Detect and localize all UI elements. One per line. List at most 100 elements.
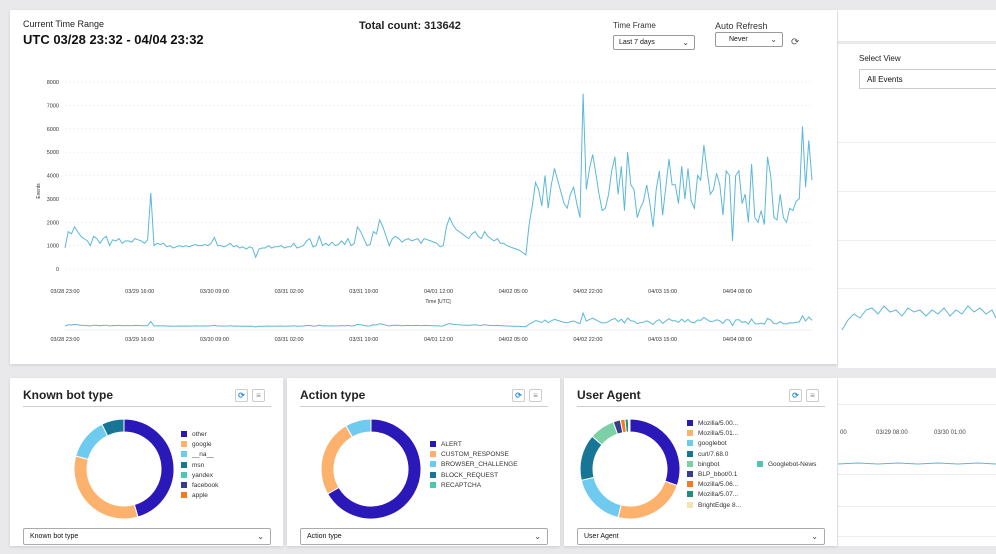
overview-x-tick-label: 03/29 16:00 — [125, 337, 154, 343]
events-series-line — [64, 93, 813, 259]
select-view-label: Select View — [859, 54, 901, 63]
legend-label: Mozilla/5.01... — [698, 430, 739, 438]
legend-label: apple — [192, 492, 208, 500]
x-tick-label: 03/29 16:00 — [125, 289, 154, 295]
donut-slice-browser-challenge[interactable] — [345, 418, 372, 438]
overview-x-tick-label: 03/31 02:00 — [275, 337, 304, 343]
auto-refresh-select[interactable]: Never ⌄ — [715, 32, 783, 47]
background-flat-line — [838, 462, 996, 465]
donut-slice-na[interactable] — [75, 423, 109, 460]
known-bot-type-select[interactable]: Known bot type ⌄ — [23, 528, 271, 545]
background-line-chart — [841, 305, 996, 331]
y-tick-label: 6000 — [47, 127, 59, 133]
donut-slice-alert[interactable] — [326, 418, 422, 520]
legend-item[interactable]: BrightEdge 8... — [687, 501, 741, 511]
list-icon[interactable]: ≡ — [252, 389, 265, 402]
user-agent-donut — [579, 418, 681, 520]
legend-label: google — [192, 441, 212, 449]
legend-item[interactable]: Mozilla/5.06... — [687, 480, 741, 490]
legend-swatch — [181, 461, 187, 468]
x-tick-label: 03/31 02:00 — [275, 289, 304, 295]
legend-swatch — [430, 461, 436, 468]
legend-item[interactable]: BROWSER_CHALLENGE — [430, 460, 518, 470]
donut-slice-googlebot[interactable] — [580, 476, 622, 519]
refresh-icon[interactable]: ⟳ — [791, 37, 800, 48]
current-time-range-label: Current Time Range — [23, 19, 105, 29]
divider — [300, 406, 548, 407]
legend-item[interactable]: apple — [181, 491, 218, 501]
user-agent-card: User Agent ⟳ ≡ Mozilla/5.00... Mozilla/5.… — [564, 378, 837, 546]
legend-label: RECAPTCHA — [441, 481, 482, 489]
select-view-dropdown[interactable]: All Events — [859, 69, 996, 89]
legend-label: Mozilla/5.00... — [698, 420, 739, 427]
legend-label: googlebot — [698, 440, 727, 448]
legend-item[interactable]: yandex — [181, 471, 218, 481]
legend-item[interactable]: Mozilla/5.01... — [687, 429, 741, 439]
action-type-card: Action type ⟳ ≡ ALERT CUSTOM_RESPONSE BROW… — [287, 378, 560, 546]
user-agent-legend-extra: Googlebot-News — [757, 460, 816, 470]
events-line-chart: 0 1000 2000 3000 4000 5000 6000 7000 8000 03/28 … — [36, 80, 813, 343]
legend-item[interactable]: curl/7.68.0 — [687, 450, 741, 460]
background-side-panel — [838, 44, 996, 368]
donut-slice-mozilla-5-00[interactable] — [629, 418, 681, 487]
legend-label: Mozilla/5.07... — [698, 491, 739, 499]
overview-x-tick-label: 04/02 22:00 — [573, 337, 602, 343]
donut-slice-mozilla-5-01[interactable] — [617, 480, 678, 520]
action-type-select[interactable]: Action type ⌄ — [300, 528, 548, 545]
divider — [577, 406, 825, 407]
legend-swatch — [430, 471, 436, 478]
legend-swatch — [687, 440, 693, 447]
legend-item[interactable]: CUSTOM_RESPONSE — [430, 450, 518, 460]
legend-item[interactable]: msn — [181, 461, 218, 471]
legend-item[interactable]: RECAPTCHA — [430, 481, 518, 491]
legend-label: Googlebot-News — [768, 461, 817, 468]
current-time-range-value: UTC 03/28 23:32 - 04/04 23:32 — [23, 32, 204, 47]
user-agent-select[interactable]: User Agent ⌄ — [577, 528, 825, 545]
x-tick-label: 04/02 22:00 — [573, 289, 602, 295]
y-tick-label: 0 — [56, 267, 59, 273]
donut-slice-curl-7-68-0[interactable] — [579, 435, 603, 481]
legend-item[interactable]: facebook — [181, 481, 218, 491]
donut-slice-custom-response[interactable] — [320, 425, 354, 495]
legend-label: BROWSER_CHALLENGE — [441, 461, 518, 469]
y-tick-label: 1000 — [47, 244, 59, 250]
background-tick: 03/29 08:00 — [876, 430, 908, 436]
legend-label: BLOCK_REQUEST — [441, 471, 499, 479]
x-tick-label: 04/04 08:00 — [723, 289, 752, 295]
select-value: User Agent — [584, 533, 619, 540]
legend-item[interactable]: Mozilla/5.00... — [687, 419, 741, 429]
legend-item[interactable]: google — [181, 440, 218, 450]
auto-refresh-label: Auto Refresh — [715, 21, 768, 31]
legend-item[interactable]: __na__ — [181, 450, 218, 460]
legend-item[interactable]: BLP_bbot/0.1 — [687, 470, 741, 480]
background-lower-panel — [838, 378, 996, 546]
legend-item[interactable]: Googlebot-News — [757, 460, 816, 470]
background-top-panel — [838, 10, 996, 41]
chevron-down-icon: ⌄ — [770, 35, 777, 44]
legend-item[interactable]: Mozilla/5.07... — [687, 490, 741, 500]
legend-item[interactable]: googlebot — [687, 439, 741, 449]
x-tick-label: 03/31 19:00 — [349, 289, 378, 295]
legend-item[interactable]: bingbot — [687, 460, 741, 470]
legend-item[interactable]: other — [181, 430, 218, 440]
legend-swatch — [687, 481, 693, 488]
list-icon[interactable]: ≡ — [806, 389, 819, 402]
list-icon[interactable]: ≡ — [529, 389, 542, 402]
x-tick-label: 03/30 09:00 — [200, 289, 229, 295]
reload-icon[interactable]: ⟳ — [235, 389, 248, 402]
reload-icon[interactable]: ⟳ — [789, 389, 802, 402]
legend-swatch — [687, 491, 693, 498]
overview-x-tick-label: 03/31 19:00 — [349, 337, 378, 343]
events-overview-line[interactable] — [64, 311, 813, 328]
legend-swatch — [181, 431, 187, 437]
donut-slice-brightedge-8[interactable] — [627, 418, 631, 433]
donut-slice-other[interactable] — [123, 418, 175, 518]
legend-item[interactable]: BLOCK_REQUEST — [430, 471, 518, 481]
reload-icon[interactable]: ⟳ — [512, 389, 525, 402]
y-tick-label: 5000 — [47, 150, 59, 156]
legend-item[interactable]: ALERT — [430, 440, 518, 450]
donut-slice-google[interactable] — [73, 455, 139, 520]
time-frame-select[interactable]: Last 7 days ⌄ — [613, 35, 695, 50]
overview-x-tick-label: 04/03 15:00 — [648, 337, 677, 343]
donut-slice-msn[interactable] — [101, 418, 125, 437]
